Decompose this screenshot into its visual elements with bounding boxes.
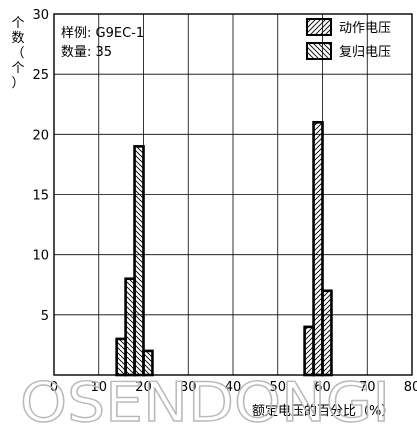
bar	[133, 145, 145, 377]
x-tick-label: 20	[135, 380, 152, 395]
legend-label: 复归电压	[339, 45, 391, 60]
x-tick-label: 40	[225, 380, 242, 395]
x-axis-label: 额定电压的百分比（%）	[252, 403, 394, 419]
y-tick-label: 15	[32, 189, 49, 204]
tick-labels: 0 10 20 30 40 50 60 70 80 5 10 15 20 25 30	[32, 8, 417, 395]
bar	[124, 277, 136, 377]
legend-swatch	[306, 42, 332, 60]
y-tick-label: 10	[32, 249, 49, 264]
x-tick-label: 50	[269, 380, 286, 395]
x-tick-label: 80	[404, 380, 417, 395]
bar	[312, 121, 324, 377]
y-axis-label: 个数（个）	[11, 16, 24, 91]
x-tick-label: 0	[50, 380, 58, 395]
x-tick-label: 70	[359, 380, 376, 395]
y-tick-label: 5	[41, 309, 49, 324]
quantity-label: 数量: 35	[61, 45, 112, 60]
bar	[303, 325, 315, 377]
bars	[115, 121, 333, 377]
legend-swatch	[306, 18, 332, 36]
plot-frame	[53, 13, 413, 376]
x-tick-label: 10	[90, 380, 107, 395]
y-tick-label: 20	[32, 128, 49, 143]
sample-label: 样例: G9EC-1	[61, 26, 144, 41]
bar	[115, 337, 127, 377]
watermark-text: OSENDONGI	[20, 371, 390, 424]
y-tick-label: 30	[32, 8, 49, 23]
legend-label: 动作电压	[339, 21, 391, 36]
y-tick-label: 25	[32, 68, 49, 83]
grid	[54, 14, 412, 375]
x-tick-label: 60	[314, 380, 331, 395]
x-tick-label: 30	[180, 380, 197, 395]
bar	[321, 289, 333, 377]
